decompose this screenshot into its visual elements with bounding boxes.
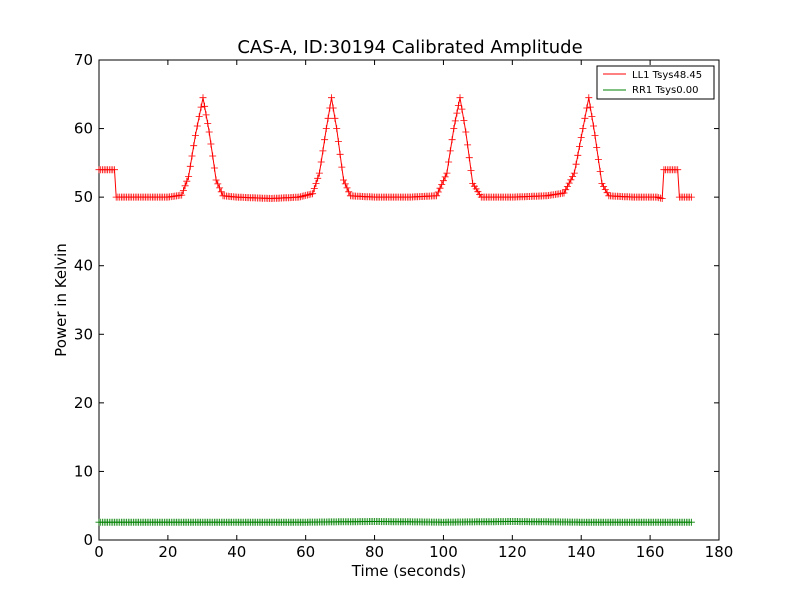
y-tick-label: 50	[74, 188, 93, 206]
chart-title: CAS-A, ID:30194 Calibrated Amplitude	[237, 37, 582, 58]
legend-frame	[596, 65, 715, 100]
x-tick-label: 0	[94, 543, 104, 561]
legend-label-rr1: RR1 Tsys0.00	[632, 85, 699, 96]
legend: LL1 Tsys48.45 RR1 Tsys0.00	[596, 65, 715, 100]
y-tick-label: 70	[74, 51, 93, 69]
series-1	[95, 518, 695, 526]
x-tick-label: 40	[227, 543, 246, 561]
y-tick-label: 40	[74, 257, 93, 275]
series-markers-0	[95, 94, 695, 202]
y-tick-label: 0	[83, 531, 93, 549]
legend-label-ll1: LL1 Tsys48.45	[632, 70, 702, 81]
y-tick-label: 20	[74, 394, 93, 412]
x-tick-label: 20	[158, 543, 177, 561]
y-tick-label: 30	[74, 325, 93, 343]
x-tick-label: 120	[498, 543, 527, 561]
series-markers-1	[95, 518, 695, 526]
y-axis-label: Power in Kelvin	[52, 243, 70, 357]
plot-frame	[98, 59, 720, 541]
x-tick-label: 60	[296, 543, 315, 561]
series-layer	[95, 94, 695, 526]
x-tick-label: 180	[705, 543, 734, 561]
x-tick-label: 140	[567, 543, 596, 561]
y-tick-label: 60	[74, 120, 93, 138]
plot-area: 0 20 40 60 80 100 120 140 160 180 0 10 20 30 40 50 60 70	[74, 51, 733, 561]
series-0	[95, 94, 695, 202]
x-tick-label: 160	[636, 543, 665, 561]
x-tick-label: 80	[365, 543, 384, 561]
x-axis-label: Time (seconds)	[351, 562, 467, 580]
y-tick-label: 10	[74, 462, 93, 480]
x-tick-label: 100	[429, 543, 458, 561]
ticks-layer: 0 20 40 60 80 100 120 140 160 180 0 10 20 30 40 50 60 70	[74, 51, 733, 561]
